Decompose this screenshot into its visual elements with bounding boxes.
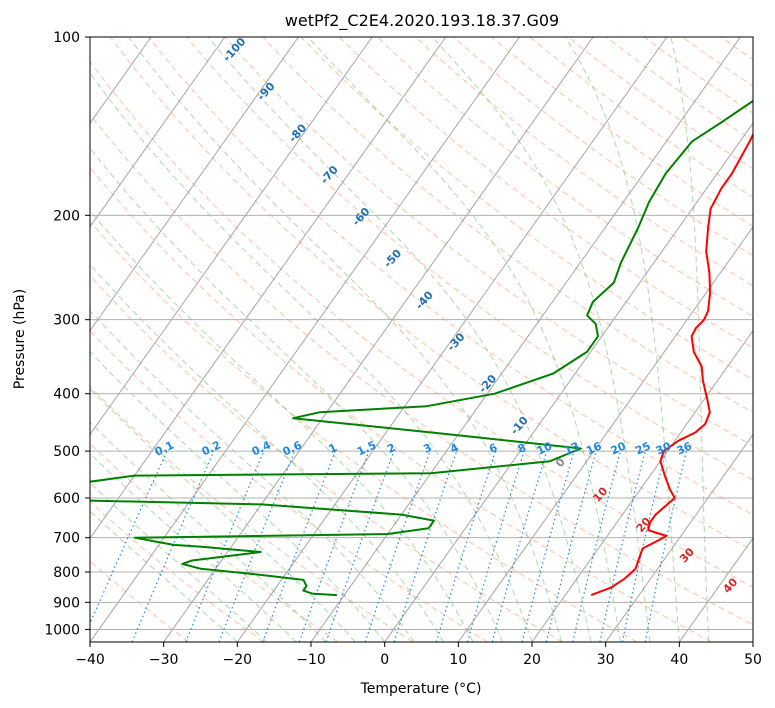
x-tick-label: 50	[744, 652, 762, 668]
mixing-ratio-label: 36	[675, 439, 695, 457]
skewed-isotherm	[678, 537, 753, 642]
dry-adiabat	[90, 166, 712, 642]
dry-adiabat	[90, 442, 339, 642]
y-axis-label: Pressure (hPa)	[12, 289, 28, 389]
moist-adiabat	[90, 510, 238, 642]
skewed-isotherm	[90, 37, 447, 540]
moist-adiabat	[90, 351, 386, 642]
mixing-ratio-label: 13	[562, 439, 581, 457]
moist-adiabat	[431, 37, 651, 642]
moist-adiabat	[307, 37, 621, 642]
dry-adiabat	[90, 275, 563, 642]
mixing-ratio-line	[262, 450, 336, 642]
mixing-ratio-label: 30	[654, 439, 674, 457]
dewpoint-line	[90, 99, 753, 597]
skewed-isotherm	[236, 37, 668, 642]
moist-adiabat	[90, 309, 415, 642]
skewed-isotherm	[531, 329, 753, 642]
mixing-ratio-line	[393, 450, 458, 642]
dry-adiabat	[90, 220, 638, 642]
mixing-ratio-line	[218, 450, 296, 642]
skewed-isotherm	[90, 37, 373, 436]
x-tick-label: −10	[296, 652, 326, 668]
skewed-isotherm	[605, 433, 753, 642]
chart-title: wetPf2_C2E4.2020.193.18.37.G09	[285, 11, 559, 31]
y-tick-label: 300	[53, 313, 80, 329]
dry-adiabat	[110, 37, 753, 552]
y-tick-label: 500	[53, 444, 80, 460]
mixing-ratio-label: 20	[609, 439, 629, 457]
sounding-series	[90, 99, 753, 597]
moist-adiabat	[90, 72, 533, 642]
x-tick-label: −20	[223, 652, 253, 668]
moist-adiabats	[90, 37, 710, 642]
y-tick-label: 900	[53, 595, 80, 611]
y-tick-label: 800	[53, 565, 80, 581]
x-tick-label: −40	[75, 652, 105, 668]
mixing-ratio-line	[364, 450, 431, 642]
moist-adiabat	[128, 37, 562, 642]
moist-adiabat	[90, 263, 445, 642]
dry-adiabat	[90, 113, 753, 626]
y-tick-label: 100	[53, 30, 80, 46]
mixing-ratio-line	[466, 450, 525, 642]
y-tick-label: 700	[53, 531, 80, 547]
dry-adiabat	[90, 60, 753, 588]
skewed-isotherms	[90, 37, 753, 642]
moist-adiabat	[90, 210, 474, 642]
x-tick-label: −30	[149, 652, 179, 668]
y-tick-label: 1000	[44, 622, 80, 638]
x-tick-label: 30	[597, 652, 615, 668]
mixing-ratio-label: 25	[633, 439, 652, 457]
x-axis-label: Temperature (°C)	[360, 681, 482, 697]
y-tick-label: 600	[53, 491, 80, 507]
dry-adiabat	[338, 37, 753, 349]
temperature-line	[590, 132, 753, 597]
skewed-isotherm	[90, 37, 226, 228]
plot-area: 0.1 0.2 0.4 0.6 1 1.5 2 3 4 6 8 10 13 16 20 25 30 36-100-…	[90, 37, 753, 642]
dry-adiabat	[300, 37, 753, 381]
mixing-ratio-line	[435, 450, 497, 642]
mixing-ratio-line	[644, 450, 687, 642]
x-tick-label: 40	[670, 652, 688, 668]
x-tick-label: 0	[380, 652, 389, 668]
mixing-ratio-label: 16	[584, 439, 604, 457]
skewed-isotherm	[310, 37, 741, 642]
y-tick-label: 400	[53, 387, 80, 403]
x-axis: −40 −30 −20 −10 0 10 20 30 40 50	[75, 642, 762, 668]
moist-adiabat	[90, 387, 356, 642]
moist-adiabat	[90, 482, 268, 642]
dry-adiabat	[90, 330, 488, 642]
plot-frame	[89, 36, 754, 643]
skewed-isotherm	[384, 122, 753, 642]
y-axis: 100 200 300 400 500 600 700 800 900 1000	[44, 30, 90, 638]
skewed-isotherm	[163, 37, 594, 642]
skewed-isotherm	[457, 226, 753, 642]
mixing-ratio-line	[491, 450, 548, 642]
mixing-ratio-lines	[90, 450, 687, 642]
moist-adiabat	[90, 452, 297, 642]
skewed-isotherm	[90, 37, 520, 642]
x-tick-label: 10	[449, 652, 467, 668]
moist-adiabat	[207, 37, 592, 642]
x-tick-label: 20	[523, 652, 541, 668]
dry-adiabat	[90, 500, 264, 642]
moist-adiabat	[670, 37, 710, 642]
moist-adiabat	[564, 37, 680, 642]
mixing-ratio-label: 10	[535, 439, 555, 457]
skewed-isotherm	[90, 37, 299, 332]
y-tick-label: 200	[53, 208, 80, 224]
